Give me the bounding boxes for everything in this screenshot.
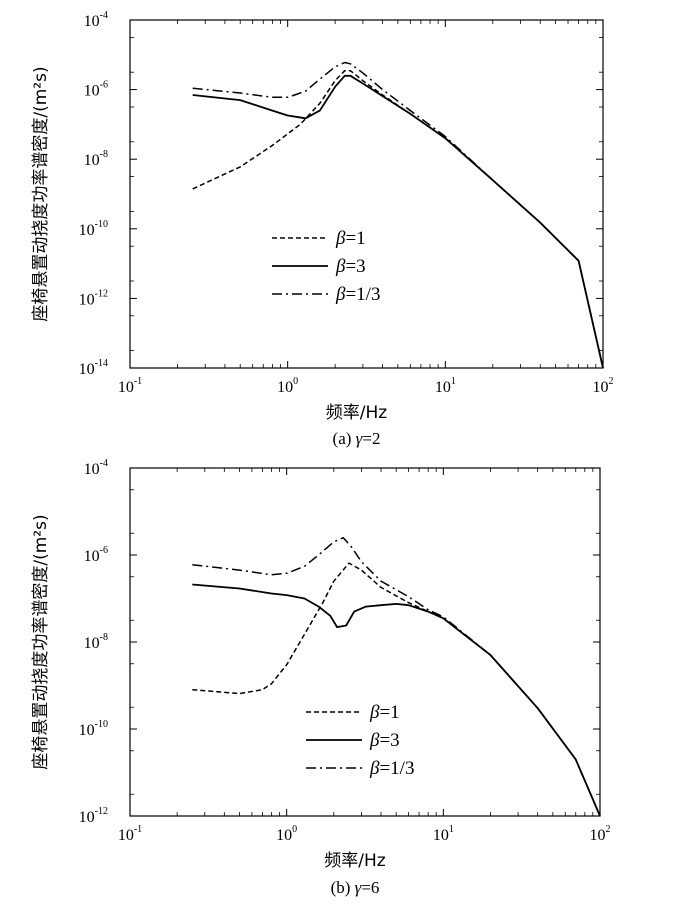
y-tick-label: 10-8	[84, 632, 108, 652]
series-line-dashdot	[192, 536, 601, 817]
x-tick-label: 100	[277, 376, 298, 396]
x-tick-label: 10-1	[118, 376, 142, 396]
y-axis-label: 座椅悬置动挠度功率谱密度/(m²s)	[31, 514, 51, 769]
x-tick-label: 100	[276, 824, 297, 844]
x-axis-label: 频率/Hz	[324, 851, 386, 871]
legend-entry: β=3	[369, 730, 400, 751]
series-line-dashdot	[192, 61, 604, 369]
series-line-dashed	[192, 562, 601, 817]
chart-panel-a: 10-1 100 101 102 10-14 10-12 10-10 10-8 10-6 10-4…	[31, 10, 614, 448]
y-tick-label: 10-4	[84, 10, 108, 30]
legend-entry: β=1/3	[369, 758, 414, 779]
y-tick-label: 10-10	[79, 719, 108, 739]
y-tick-label: 10-14	[79, 358, 108, 378]
x-tick-label: 101	[435, 376, 456, 396]
y-tick-label: 10-6	[84, 545, 108, 565]
panel-caption: (b) γ=6	[331, 878, 380, 897]
chart-panel-b: 10-1 100 101 102 10-12 10-10 10-8 10-6 10-4 β=1 β=…	[31, 458, 611, 897]
panel-caption: (a) γ=2	[333, 429, 381, 448]
x-axis-label: 频率/Hz	[326, 403, 388, 423]
y-tick-label: 10-10	[79, 219, 108, 239]
y-tick-label: 10-12	[79, 288, 108, 308]
legend-entry: β=1	[335, 228, 366, 249]
x-tick-label: 102	[593, 376, 614, 396]
x-tick-label: 102	[590, 824, 611, 844]
series-line-dashed	[192, 69, 604, 369]
y-tick-label: 10-6	[84, 80, 108, 100]
legend-entry: β=1	[369, 702, 400, 723]
x-tick-label: 10-1	[118, 824, 142, 844]
y-tick-label: 10-4	[84, 458, 108, 478]
x-tick-label: 101	[433, 824, 454, 844]
legend-entry: β=1/3	[335, 284, 380, 305]
y-tick-label: 10-12	[79, 806, 108, 826]
series-line-solid	[192, 74, 604, 369]
series-line-solid	[192, 583, 601, 817]
y-axis-label: 座椅悬置动挠度功率谱密度/(m²s)	[31, 66, 51, 321]
legend-entry: β=3	[335, 256, 366, 277]
plot-frame	[129, 467, 601, 817]
y-tick-label: 10-8	[84, 149, 108, 169]
plot-frame	[129, 19, 604, 369]
